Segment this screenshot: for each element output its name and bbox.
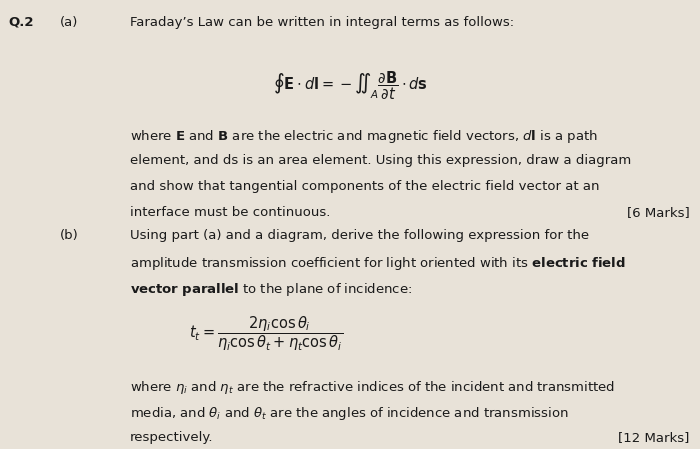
Text: where $\eta_i$ and $\eta_t$ are the refractive indices of the incident and trans: where $\eta_i$ and $\eta_t$ are the refr…	[130, 379, 615, 396]
Text: where $\mathbf{E}$ and $\mathbf{B}$ are the electric and magnetic field vectors,: where $\mathbf{E}$ and $\mathbf{B}$ are …	[130, 128, 597, 145]
Text: (a): (a)	[60, 16, 78, 29]
Text: media, and $\theta_i$ and $\theta_t$ are the angles of incidence and transmissio: media, and $\theta_i$ and $\theta_t$ are…	[130, 405, 568, 423]
Text: interface must be continuous.: interface must be continuous.	[130, 206, 330, 219]
Text: amplitude transmission coefficient for light oriented with its $\mathbf{electric: amplitude transmission coefficient for l…	[130, 255, 625, 272]
Text: $\oint \mathbf{E} \cdot d\mathbf{l} = -\iint_A \dfrac{\partial \mathbf{B}}{\part: $\oint \mathbf{E} \cdot d\mathbf{l} = -\…	[272, 70, 428, 102]
Text: (b): (b)	[60, 229, 78, 242]
Text: [6 Marks]: [6 Marks]	[626, 206, 690, 219]
Text: Using part (a) and a diagram, derive the following expression for the: Using part (a) and a diagram, derive the…	[130, 229, 589, 242]
Text: element, and ds is an area element. Using this expression, draw a diagram: element, and ds is an area element. Usin…	[130, 154, 631, 167]
Text: and show that tangential components of the electric field vector at an: and show that tangential components of t…	[130, 180, 599, 193]
Text: Faraday’s Law can be written in integral terms as follows:: Faraday’s Law can be written in integral…	[130, 16, 514, 29]
Text: Q.2: Q.2	[8, 16, 34, 29]
Text: $\mathbf{vector\ parallel}$ to the plane of incidence:: $\mathbf{vector\ parallel}$ to the plane…	[130, 281, 412, 298]
Text: $t_t = \dfrac{2\eta_i \cos\theta_i}{\eta_i \cos\theta_t + \eta_t \cos\theta_i}$: $t_t = \dfrac{2\eta_i \cos\theta_i}{\eta…	[189, 314, 343, 353]
Text: respectively.: respectively.	[130, 431, 213, 445]
Text: [12 Marks]: [12 Marks]	[618, 431, 690, 445]
